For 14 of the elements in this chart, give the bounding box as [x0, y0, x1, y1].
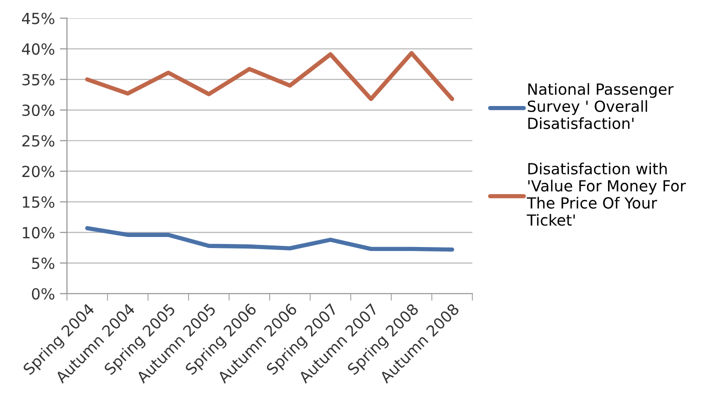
y-tick-label: 5%	[32, 257, 54, 270]
y-tick-label: 25%	[22, 135, 54, 147]
y-tick-label: 0%	[32, 288, 54, 300]
legend-label: Disatisfaction with 'Value For Money For The Price Of Your Ticket'	[526, 162, 686, 226]
line-series	[85, 51, 454, 102]
y-tick-label: 15%	[22, 196, 54, 208]
line-series	[85, 226, 454, 252]
y-tick-label: 30%	[22, 104, 54, 116]
legend-label: National Passenger Survey ' Overall Disatisfaction'	[528, 83, 674, 130]
y-tick-label: 35%	[22, 74, 54, 86]
y-tick-label: 40%	[22, 43, 54, 55]
y-tick-label: 45%	[22, 12, 54, 24]
y-tick-label: 20%	[22, 166, 54, 178]
y-tick-label: 10%	[22, 226, 54, 238]
